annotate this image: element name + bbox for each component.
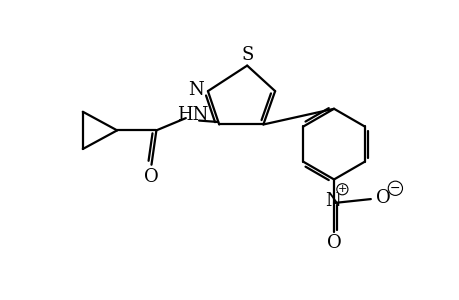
Text: N: N <box>325 191 340 209</box>
Text: N: N <box>187 81 203 99</box>
Text: S: S <box>241 46 254 64</box>
Text: −: − <box>389 182 400 195</box>
Text: O: O <box>326 234 341 252</box>
Text: O: O <box>144 168 158 186</box>
Text: HN: HN <box>177 106 208 124</box>
Text: O: O <box>375 189 390 207</box>
Text: +: + <box>337 184 346 194</box>
